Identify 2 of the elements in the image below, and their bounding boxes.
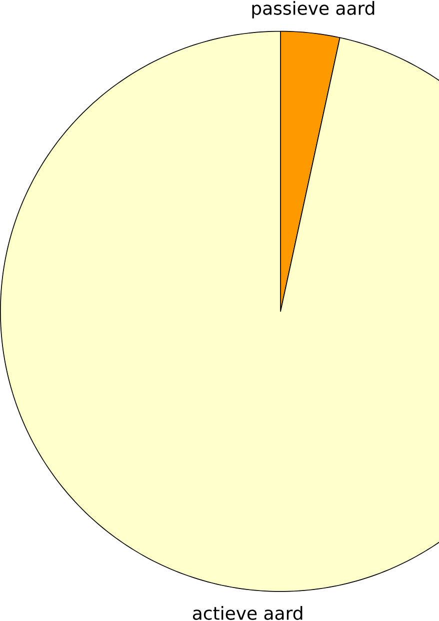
- slice-label: actieve aard: [192, 606, 302, 620]
- slice-label: passieve aard: [252, 1, 374, 18]
